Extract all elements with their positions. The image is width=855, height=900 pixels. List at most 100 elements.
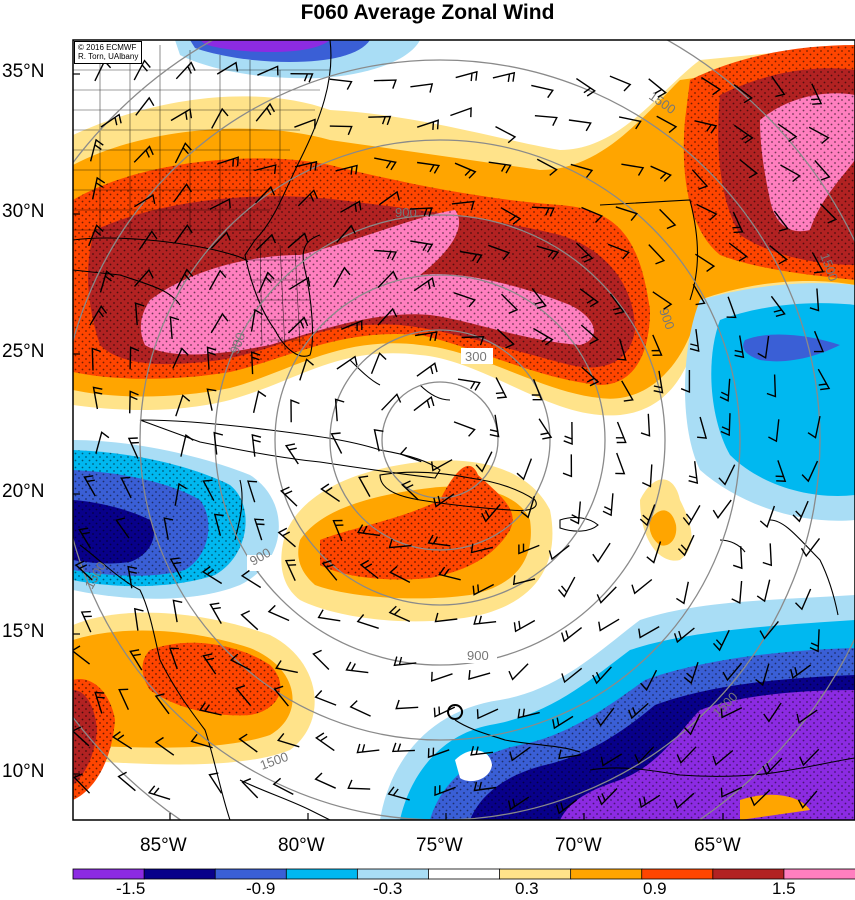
- wind-barb: [531, 378, 543, 401]
- wind-barb: [206, 388, 217, 411]
- wind-barb: [172, 599, 183, 623]
- wind-barb: [317, 609, 341, 622]
- wind-barb: [762, 757, 783, 776]
- wind-barb: [689, 329, 700, 352]
- wind-barb: [336, 355, 358, 370]
- wind-barb: [769, 245, 788, 265]
- wind-barb: [320, 483, 340, 502]
- wind-barb: [284, 559, 297, 581]
- wind-barb: [332, 266, 351, 288]
- wind-barb: [640, 669, 658, 692]
- colorbar-swatch: [712, 868, 785, 880]
- wind-barb: [374, 157, 397, 171]
- wind-barb: [712, 499, 732, 519]
- wind-barb: [373, 428, 384, 452]
- wind-barb: [240, 610, 259, 631]
- wind-barb: [728, 242, 748, 262]
- wind-barb: [682, 505, 701, 526]
- wind-barb: [427, 747, 450, 759]
- ring-label: 900: [395, 205, 417, 220]
- positive-cell-central: [281, 460, 692, 622]
- wind-barb: [117, 771, 136, 792]
- wind-barb: [290, 73, 314, 83]
- wind-barb: [99, 270, 115, 293]
- wind-barb: [533, 327, 554, 346]
- wind-barb: [562, 454, 573, 478]
- wind-barb: [381, 393, 402, 411]
- wind-barb: [377, 307, 398, 326]
- wind-barb: [518, 543, 540, 555]
- wind-barb: [118, 688, 130, 710]
- wind-barb: [719, 378, 731, 402]
- wind-barb: [531, 206, 555, 217]
- wind-barb: [609, 75, 632, 92]
- wind-barb: [656, 115, 678, 134]
- lon-label-85w: 85°W: [140, 835, 187, 856]
- wind-barb: [290, 399, 300, 423]
- wind-barb: [552, 715, 574, 730]
- wind-barb: [581, 206, 604, 223]
- colorbar-swatch: [143, 868, 217, 880]
- wind-barb: [175, 61, 196, 80]
- wind-barb: [615, 421, 627, 444]
- wind-barb: [173, 224, 193, 244]
- wind-barb: [768, 419, 780, 443]
- wind-barb: [201, 565, 223, 585]
- wind-barb: [88, 224, 104, 247]
- wind-barb: [356, 524, 380, 537]
- wind-barb: [410, 240, 434, 253]
- wind-barb: [254, 164, 277, 174]
- wind-barb: [618, 116, 642, 130]
- wind-barb: [389, 565, 411, 584]
- wind-barb: [438, 566, 461, 581]
- wind-barb: [659, 208, 677, 230]
- wind-barb: [739, 158, 759, 179]
- wind-barb: [476, 708, 499, 720]
- wind-barb: [347, 779, 371, 790]
- wind-barb: [80, 610, 92, 633]
- colorbar-label: -0.9: [246, 879, 276, 898]
- wind-barb: [811, 83, 823, 105]
- wind-barb: [378, 190, 400, 206]
- wind-barb: [294, 160, 318, 172]
- wind-barb: [356, 743, 380, 754]
- lon-label-65w: 65°W: [694, 835, 741, 856]
- wind-barb: [770, 295, 786, 317]
- wind-barb: [531, 287, 547, 309]
- wind-barb: [807, 415, 821, 439]
- wind-barb: [677, 534, 695, 557]
- wind-barb: [472, 583, 495, 596]
- wind-barb: [454, 162, 477, 179]
- lon-label-75w: 75°W: [416, 835, 463, 856]
- wind-barb: [507, 796, 530, 811]
- wind-barb: [763, 702, 782, 723]
- wind-barb: [720, 707, 743, 719]
- wind-barb: [628, 702, 649, 720]
- wind-barb: [451, 200, 475, 211]
- wind-barb: [210, 312, 229, 334]
- wind-barb: [277, 732, 300, 748]
- wind-barb: [255, 102, 276, 122]
- wind-barb: [450, 107, 472, 118]
- wind-barb: [174, 142, 192, 164]
- wind-barb: [771, 75, 786, 98]
- wind-barb: [631, 578, 653, 595]
- wind-barb: [722, 662, 743, 682]
- wind-barb: [570, 163, 594, 178]
- map-title: F060 Average Zonal Wind: [300, 1, 555, 24]
- wind-barb: [538, 418, 553, 440]
- wind-barb: [89, 305, 108, 326]
- wind-barb: [147, 785, 171, 800]
- wind-barb: [427, 534, 451, 547]
- wind-barb: [453, 292, 477, 308]
- wind-barb: [272, 777, 294, 796]
- wind-barb: [501, 293, 519, 314]
- wind-barb: [391, 742, 415, 753]
- wind-barb: [273, 685, 289, 707]
- wind-barb: [580, 324, 600, 345]
- wind-barb: [592, 542, 611, 563]
- wind-barb: [455, 70, 478, 82]
- wind-barb: [335, 164, 358, 175]
- positive-cell-southwest: [73, 612, 315, 800]
- wind-barb: [756, 579, 771, 603]
